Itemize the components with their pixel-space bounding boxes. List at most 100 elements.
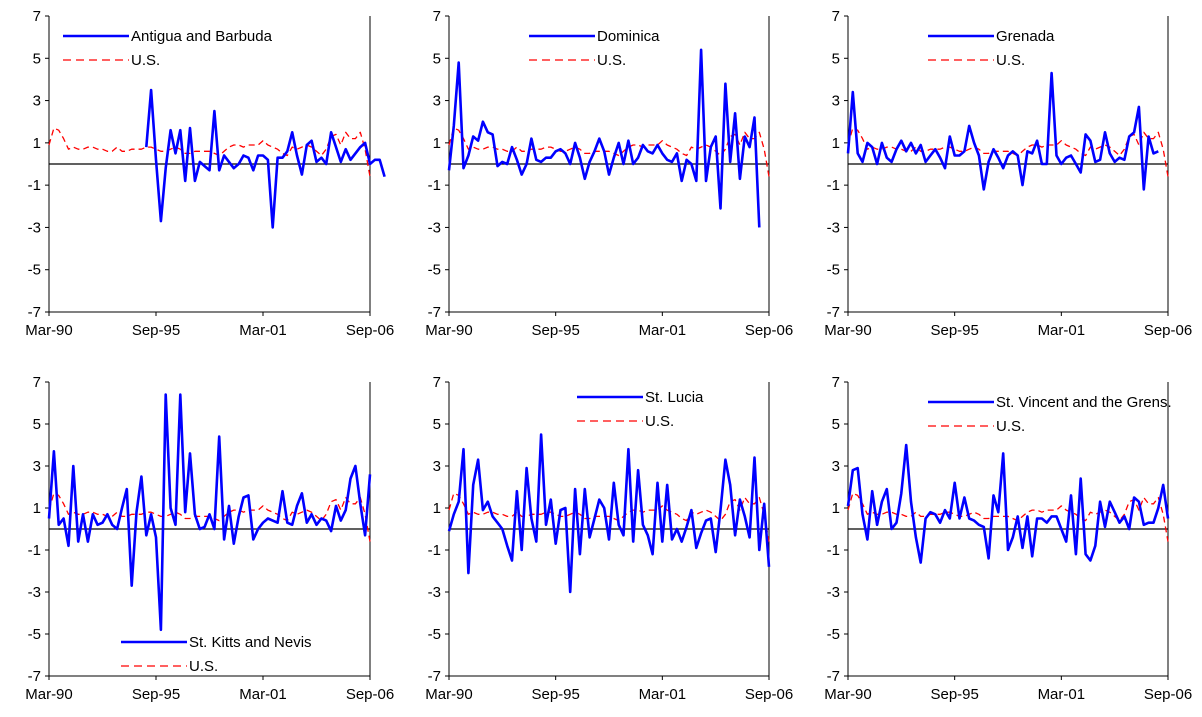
us-series-line <box>847 492 1169 542</box>
y-tick-label: 1 <box>832 135 840 152</box>
legend-label: St. Lucia <box>645 389 704 406</box>
y-tick-label: 5 <box>832 50 840 67</box>
x-tick-label: Mar-90 <box>824 322 872 339</box>
legend-label: U.S. <box>597 52 626 69</box>
y-tick-label: -3 <box>28 219 41 236</box>
y-tick-label: 7 <box>33 8 41 25</box>
x-tick-label: Mar-90 <box>25 322 73 339</box>
y-tick-label: -7 <box>28 668 41 685</box>
x-tick-label: Sep-95 <box>132 686 180 703</box>
x-tick-label: Mar-90 <box>425 686 473 703</box>
legend-label: Antigua and Barbuda <box>131 28 273 45</box>
y-tick-label: 3 <box>33 93 41 110</box>
country-series-line <box>47 393 372 632</box>
y-tick-label: -1 <box>28 177 41 194</box>
y-tick-label: 5 <box>33 50 41 67</box>
us-series-line <box>48 127 371 177</box>
x-tick-label: Sep-06 <box>745 686 793 703</box>
x-tick-label: Sep-06 <box>1144 686 1192 703</box>
y-tick-label: -1 <box>428 542 441 559</box>
chart-panel-1: -7 -5 -3 -1 1 3 5 7 Mar-90 Sep-95 Mar-01 Sep-06 Anti… <box>25 8 394 339</box>
y-tick-label: -3 <box>28 584 41 601</box>
x-tick-label: Mar-01 <box>1038 322 1086 339</box>
y-tick-label: -5 <box>428 262 441 279</box>
y-tick-label: -1 <box>428 177 441 194</box>
y-tick-label: 5 <box>33 416 41 433</box>
legend-label: St. Kitts and Nevis <box>189 634 312 651</box>
y-tick-label: -1 <box>28 542 41 559</box>
y-tick-label: 7 <box>832 8 840 25</box>
country-series-line <box>447 433 771 594</box>
chart-panel-5: -7 -5 -3 -1 1 3 5 7 Mar-90 Sep-95 Mar-01 Sep-06 St. … <box>425 374 793 703</box>
y-tick-label: -5 <box>28 262 41 279</box>
y-tick-label: -5 <box>28 626 41 643</box>
y-tick-label: 1 <box>433 135 441 152</box>
y-tick-label: -7 <box>827 668 840 685</box>
country-series-line <box>145 88 386 229</box>
chart-panel-6: -7 -5 -3 -1 1 3 5 7 Mar-90 Sep-95 Mar-01 Sep-06 St. … <box>824 374 1192 703</box>
y-tick-label: 3 <box>433 458 441 475</box>
x-tick-label: Mar-01 <box>239 322 287 339</box>
y-tick-label: -3 <box>827 219 840 236</box>
y-tick-label: 3 <box>433 93 441 110</box>
y-tick-label: -7 <box>827 304 840 321</box>
y-tick-label: 3 <box>33 458 41 475</box>
y-tick-label: 1 <box>33 500 41 517</box>
y-tick-label: 7 <box>433 8 441 25</box>
legend: Grenada U.S. <box>928 28 1055 69</box>
legend: St. Lucia U.S. <box>577 389 704 430</box>
x-tick-label: Sep-95 <box>531 322 579 339</box>
legend: Antigua and Barbuda U.S. <box>63 28 273 69</box>
x-tick-label: Sep-06 <box>1144 322 1192 339</box>
country-series-line <box>846 443 1170 564</box>
x-tick-label: Sep-06 <box>346 322 394 339</box>
y-tick-label: -3 <box>428 584 441 601</box>
us-series-line <box>847 127 1169 177</box>
y-tick-label: 7 <box>832 374 840 391</box>
x-tick-label: Sep-95 <box>930 322 978 339</box>
legend-label: U.S. <box>131 52 160 69</box>
y-tick-label: -1 <box>827 177 840 194</box>
x-tick-label: Sep-95 <box>930 686 978 703</box>
x-tick-label: Mar-01 <box>239 686 287 703</box>
y-tick-label: 5 <box>433 416 441 433</box>
legend-label: Dominica <box>597 28 660 45</box>
y-tick-label: 1 <box>832 500 840 517</box>
y-tick-label: 7 <box>33 374 41 391</box>
chart-panel-3: -7 -5 -3 -1 1 3 5 7 Mar-90 Sep-95 Mar-01 Sep-06 Gren… <box>824 8 1192 339</box>
x-tick-label: Sep-06 <box>346 686 394 703</box>
x-tick-label: Sep-95 <box>132 322 180 339</box>
legend-label: U.S. <box>189 658 218 675</box>
y-tick-label: 7 <box>433 374 441 391</box>
y-tick-label: 1 <box>33 135 41 152</box>
y-tick-label: 3 <box>832 458 840 475</box>
legend-label: U.S. <box>996 418 1025 435</box>
y-tick-label: -7 <box>28 304 41 321</box>
y-tick-label: 1 <box>433 500 441 517</box>
x-tick-label: Mar-90 <box>25 686 73 703</box>
x-tick-label: Mar-01 <box>639 686 687 703</box>
x-tick-label: Mar-90 <box>425 322 473 339</box>
y-tick-label: -3 <box>827 584 840 601</box>
legend-label: U.S. <box>996 52 1025 69</box>
legend: Dominica U.S. <box>529 28 660 69</box>
x-tick-label: Sep-95 <box>531 686 579 703</box>
y-tick-label: 5 <box>433 50 441 67</box>
x-tick-label: Mar-01 <box>1038 686 1086 703</box>
country-series-line <box>846 71 1159 191</box>
y-tick-label: 3 <box>832 93 840 110</box>
y-tick-label: -3 <box>428 219 441 236</box>
x-tick-label: Mar-01 <box>639 322 687 339</box>
y-tick-label: -5 <box>827 262 840 279</box>
y-tick-label: -7 <box>428 668 441 685</box>
legend: St. Vincent and the Grens. U.S. <box>928 394 1172 435</box>
legend-label: St. Vincent and the Grens. <box>996 394 1172 411</box>
y-tick-label: -5 <box>428 626 441 643</box>
legend-label: U.S. <box>645 413 674 430</box>
y-tick-label: 5 <box>832 416 840 433</box>
us-series-line <box>448 492 770 542</box>
y-tick-label: -1 <box>827 542 840 559</box>
legend-label: Grenada <box>996 28 1055 45</box>
legend: St. Kitts and Nevis U.S. <box>121 634 312 675</box>
